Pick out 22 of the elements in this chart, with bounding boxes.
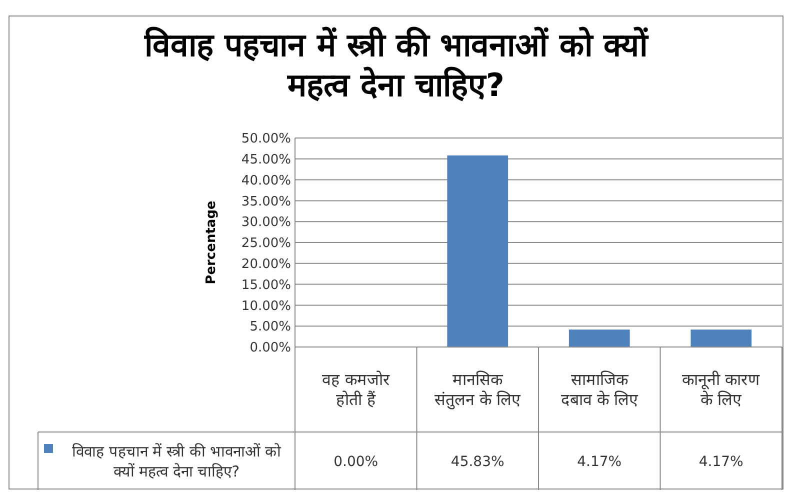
x-tick-label: मानसिक संतुलन के लिए: [434, 370, 522, 410]
y-tick-label: 50.00%: [241, 132, 291, 147]
y-axis-title: Percentage: [204, 200, 219, 284]
y-tick-label: 45.00%: [241, 152, 291, 168]
data-label: 4.17%: [698, 454, 744, 470]
y-tick-label: 40.00%: [241, 173, 291, 188]
chart-title: विवाह पहचान में स्त्री की भावनाओं को क्यों महत्व देना चाहिए?: [144, 26, 650, 104]
x-tick-label: कानूनी कारण के लिए: [682, 370, 760, 410]
y-tick-label: 5.00%: [250, 320, 291, 335]
y-tick-label: 25.00%: [241, 236, 291, 252]
y-tick-label: 10.00%: [241, 298, 291, 314]
y-tick-label: 0.00%: [250, 340, 291, 356]
y-tick-label: 20.00%: [241, 256, 291, 272]
data-label: 4.17%: [577, 454, 622, 470]
x-tick-label: सामाजिक दबाव के लिए: [560, 370, 639, 410]
legend-label: विवाह पहचान में स्त्री की भावनाओं को क्यों महत्व देना चाहिए?: [72, 442, 282, 480]
y-tick-label: 35.00%: [241, 194, 291, 210]
data-label: 45.83%: [450, 454, 504, 470]
data-label: 0.00%: [334, 454, 378, 470]
y-tick-label: 30.00%: [241, 215, 291, 230]
y-tick-label: 15.00%: [241, 278, 291, 293]
x-tick-label: वह कमजोर होती हैं: [322, 370, 390, 410]
